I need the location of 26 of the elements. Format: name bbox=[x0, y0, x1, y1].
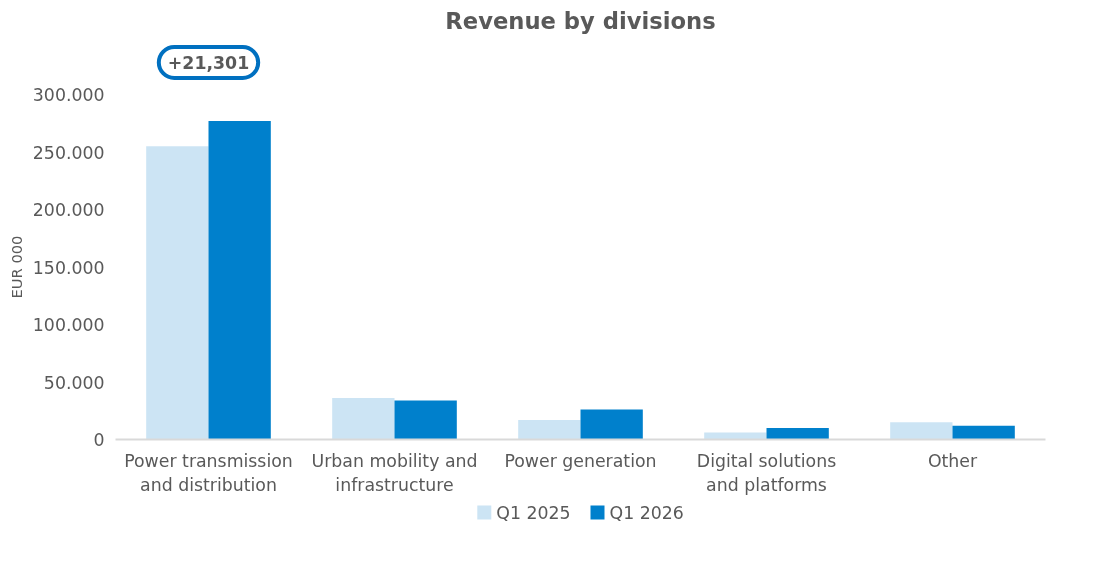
bar bbox=[332, 398, 395, 440]
y-tick-label: 100.000 bbox=[32, 315, 105, 335]
x-tick-label: Other bbox=[927, 450, 978, 471]
text: +21,301 bbox=[167, 53, 250, 73]
bar bbox=[208, 120, 271, 440]
y-tick-label: 50.000 bbox=[43, 372, 105, 393]
chart-title: Revenue by divisions bbox=[445, 7, 716, 34]
bar bbox=[394, 400, 457, 440]
y-tick-label: 150.000 bbox=[32, 257, 105, 278]
x-tick-label: Power transmission and distribution bbox=[124, 450, 293, 495]
bar bbox=[146, 146, 209, 440]
bar bbox=[518, 419, 581, 440]
y-tick-label: 250.000 bbox=[32, 142, 105, 163]
bar bbox=[766, 428, 829, 440]
y-tick-label: 0 bbox=[93, 430, 105, 450]
y-axis-title: EUR 000 bbox=[7, 235, 25, 299]
x-tick-label: Power generation bbox=[504, 450, 657, 471]
y-tick-label: 200.000 bbox=[32, 200, 105, 220]
bar bbox=[580, 409, 643, 440]
x-tick-label: Urban mobility and infrastructure bbox=[311, 450, 478, 495]
legend-label: Q1 2026 bbox=[609, 502, 684, 523]
bar bbox=[890, 422, 953, 440]
y-tick-label: 300.000 bbox=[32, 85, 105, 105]
bar bbox=[952, 425, 1015, 440]
x-tick-label: Digital solutions and platforms bbox=[696, 450, 837, 495]
legend-label: Q1 2025 bbox=[496, 502, 571, 523]
